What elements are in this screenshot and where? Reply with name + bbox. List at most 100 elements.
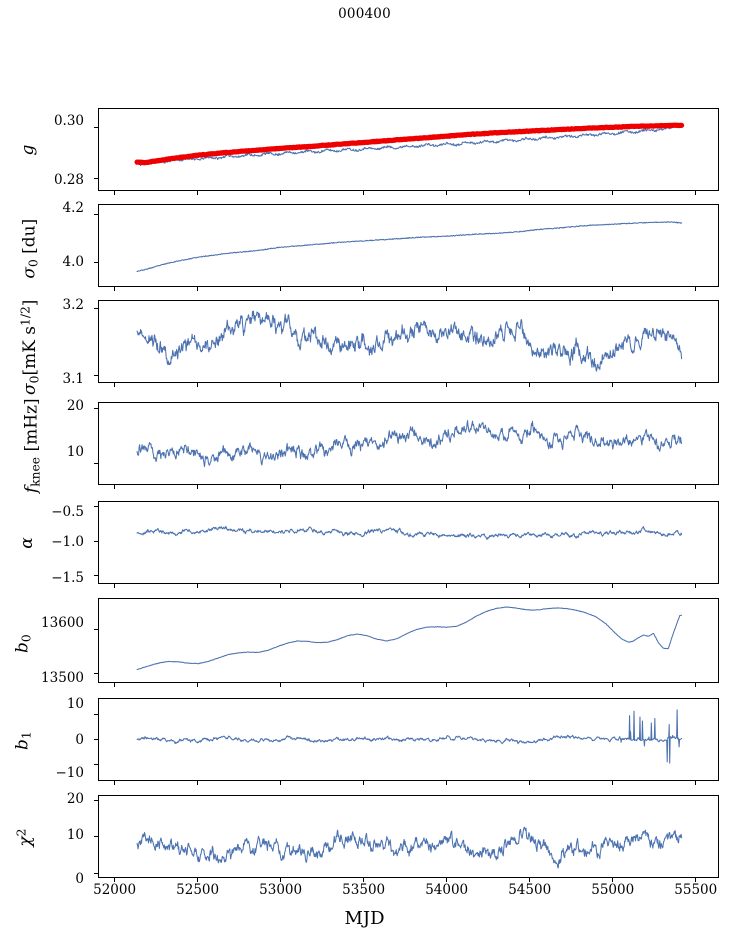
xtick-mark <box>363 191 365 195</box>
xtick-mark <box>197 781 199 785</box>
ytick-alpha-2: −1.5 <box>51 570 84 586</box>
xtick-mark <box>114 683 116 687</box>
ytick-b0-1: 13500 <box>41 670 84 686</box>
xtick-mark <box>446 287 448 291</box>
axis-label-mjd: MJD <box>344 908 385 929</box>
xtick-mark <box>114 878 116 882</box>
xtick-label-1: 52500 <box>176 882 220 898</box>
xtick-mark <box>695 683 697 687</box>
panel-chi2 <box>98 795 719 878</box>
figure-title: 000400 <box>338 6 391 22</box>
ytick-b1-1: 0 <box>75 732 84 748</box>
xtick-mark <box>280 584 282 588</box>
xtick-mark <box>529 781 531 785</box>
xtick-mark <box>197 485 199 489</box>
xtick-mark <box>363 683 365 687</box>
xtick-mark <box>197 584 199 588</box>
ytick-alpha-1: −1.0 <box>51 534 84 550</box>
xtick-mark <box>114 287 116 291</box>
xtick-mark <box>529 683 531 687</box>
xtick-mark <box>446 683 448 687</box>
xtick-mark <box>695 383 697 387</box>
ytick-mark <box>94 262 98 264</box>
xtick-mark <box>529 287 531 291</box>
panel-sigma0-mk <box>98 300 719 383</box>
ytick-mark <box>94 799 98 801</box>
xtick-mark <box>612 683 614 687</box>
ytick-mark <box>94 177 98 179</box>
xtick-mark <box>363 878 365 882</box>
ytick-mark <box>94 214 98 216</box>
xtick-mark <box>197 683 199 687</box>
xtick-label-2: 53000 <box>259 882 303 898</box>
ytick-mark <box>94 374 98 376</box>
ytick-mark <box>94 408 98 410</box>
xtick-mark <box>280 383 282 387</box>
xtick-mark <box>197 878 199 882</box>
xtick-mark <box>446 878 448 882</box>
xtick-label-3: 53500 <box>342 882 386 898</box>
ytick-mark <box>94 836 98 838</box>
series-sigma0-du-trace <box>136 221 683 273</box>
xtick-label-6: 55000 <box>591 882 635 898</box>
xtick-mark <box>197 383 199 387</box>
xtick-mark <box>446 191 448 195</box>
xtick-mark <box>446 485 448 489</box>
xtick-mark <box>280 878 282 882</box>
xtick-mark <box>114 781 116 785</box>
series-gain-raw <box>136 124 683 167</box>
ytick-fknee-1: 10 <box>66 444 84 460</box>
xtick-mark <box>280 781 282 785</box>
xtick-mark <box>363 287 365 291</box>
ytick-chi2-0: 20 <box>66 791 84 807</box>
xtick-label-0: 52000 <box>93 882 137 898</box>
series-sigma0-mk-trace <box>136 310 683 372</box>
xtick-mark <box>529 191 531 195</box>
ytick-sigma0mk-0: 3.2 <box>62 297 84 313</box>
ytick-mark <box>94 540 98 542</box>
ytick-chi2-2: 0 <box>75 871 84 887</box>
xtick-mark <box>280 683 282 687</box>
ytick-fknee-0: 20 <box>66 398 84 414</box>
ytick-mark <box>94 308 98 310</box>
xtick-label-5: 54500 <box>508 882 552 898</box>
xtick-mark <box>695 485 697 489</box>
panel-gain <box>98 108 719 191</box>
ytick-gain-0: 0.30 <box>53 113 84 129</box>
panel-sigma0-du <box>98 204 719 287</box>
ytick-mark <box>94 713 98 715</box>
xtick-mark <box>612 383 614 387</box>
ytick-mark <box>94 739 98 740</box>
panel-b0 <box>98 598 719 683</box>
panel-alpha <box>98 501 719 584</box>
ytick-mark <box>94 872 98 874</box>
series-alpha-trace <box>136 525 683 540</box>
xtick-label-4: 54000 <box>425 882 469 898</box>
xtick-mark <box>363 485 365 489</box>
ytick-alpha-0: −0.5 <box>51 504 84 520</box>
xtick-mark <box>529 878 531 882</box>
xtick-mark <box>280 191 282 195</box>
xtick-mark <box>529 383 531 387</box>
ytick-mark <box>94 575 98 577</box>
xtick-mark <box>197 191 199 195</box>
ytick-mark <box>94 764 98 766</box>
xtick-mark <box>280 485 282 489</box>
xtick-mark <box>280 287 282 291</box>
series-fknee-trace <box>136 420 683 468</box>
xtick-mark <box>114 383 116 387</box>
xtick-mark <box>612 485 614 489</box>
xtick-mark <box>612 287 614 291</box>
xtick-mark <box>363 781 365 785</box>
xtick-label-7: 55500 <box>674 882 718 898</box>
ytick-mark <box>94 506 98 508</box>
xtick-mark <box>695 287 697 291</box>
ytick-sigma0du-1: 4.0 <box>62 254 84 270</box>
axis-label-gain: g <box>18 144 38 156</box>
xtick-mark <box>612 191 614 195</box>
xtick-mark <box>695 781 697 785</box>
xtick-mark <box>363 584 365 588</box>
xtick-mark <box>114 584 116 588</box>
xtick-mark <box>446 584 448 588</box>
